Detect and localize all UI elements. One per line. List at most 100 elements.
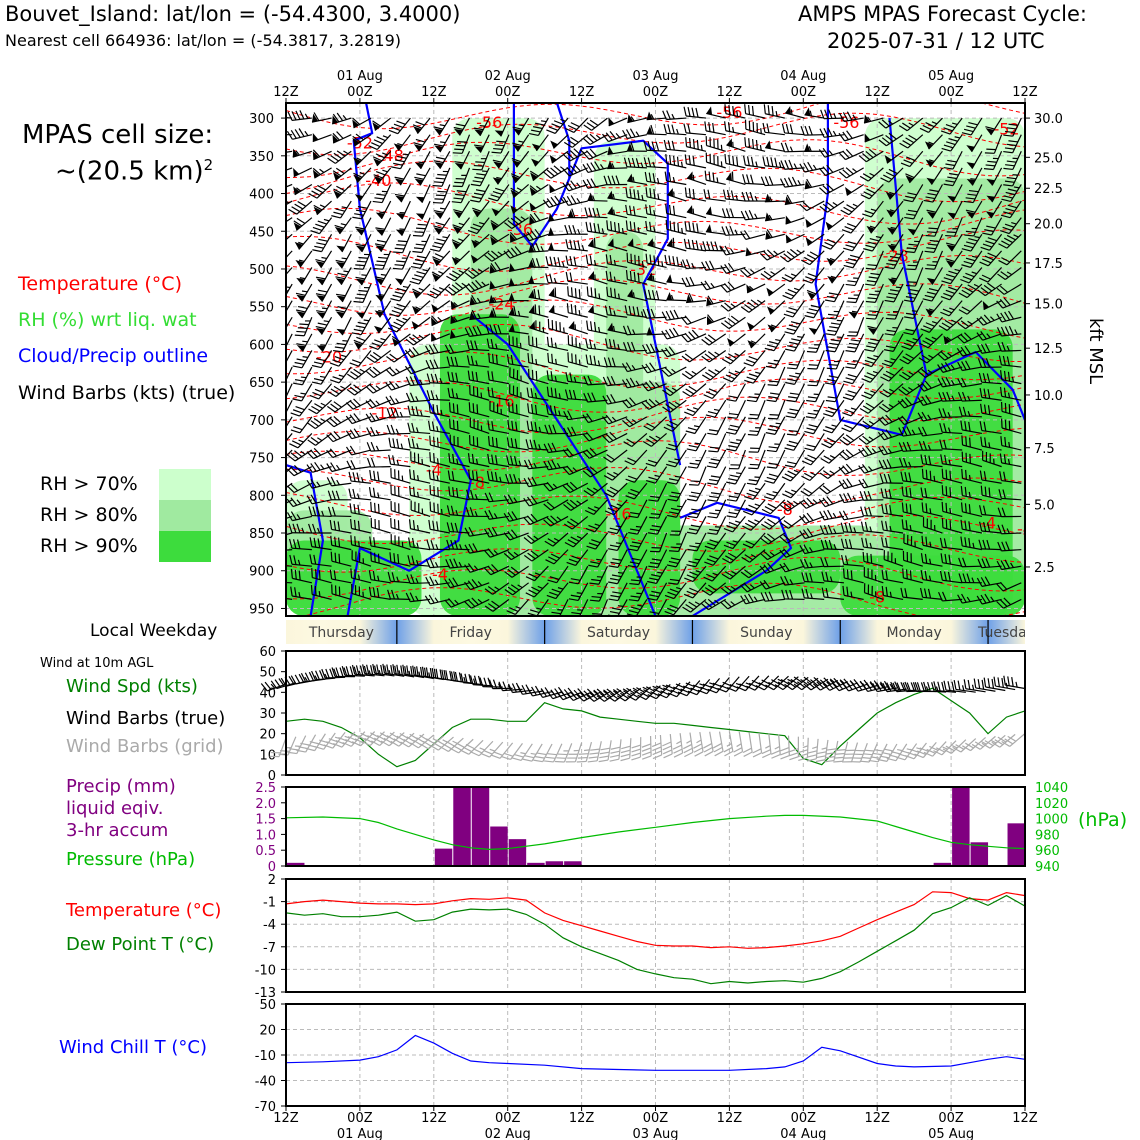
time-label-bottom: 12Z — [717, 1111, 743, 1126]
temperature-contour-label: -4 — [1017, 520, 1033, 539]
sounding-wind-barb — [724, 104, 746, 119]
sounding-wind-barb — [603, 175, 628, 186]
sounding-wind-barb — [508, 292, 529, 302]
pressure-tick-label: 850 — [249, 527, 274, 542]
sounding-wind-barb — [545, 273, 569, 285]
sounding-wind-barb — [845, 267, 865, 287]
kft-tick-label: 2.5 — [1034, 561, 1055, 576]
sounding-wind-barb — [838, 167, 864, 179]
sounding-wind-barb — [333, 333, 352, 353]
cloud-outline — [679, 501, 793, 616]
sounding-wind-barb — [293, 217, 313, 231]
pressure-tick-label: 400 — [249, 188, 274, 203]
sounding-wind-barb — [759, 249, 786, 261]
sounding-wind-barb — [838, 111, 864, 122]
sounding-wind-barb — [588, 304, 608, 318]
time-label-bottom: 00Z — [347, 1111, 373, 1126]
sounding-wind-barb — [722, 189, 746, 202]
sounding-wind-barb — [494, 117, 510, 137]
sounding-wind-barb — [454, 151, 471, 170]
date-label-bottom: 04 Aug — [780, 1127, 826, 1140]
grid-wind-barb — [742, 732, 753, 757]
time-label-bottom: 00Z — [643, 1111, 669, 1126]
sounding-wind-barb — [721, 208, 746, 219]
sounding-wind-barb — [412, 300, 431, 315]
kft-axis-title: kft MSL — [1085, 318, 1106, 385]
grid-wind-barb — [522, 743, 543, 762]
time-label-top: 12Z — [864, 85, 890, 100]
time-label-bottom: 12Z — [1012, 1111, 1038, 1126]
grid-wind-barb — [770, 734, 781, 759]
sounding-wind-barb — [781, 267, 805, 283]
time-label-bottom: 00Z — [938, 1111, 964, 1126]
sounding-wind-barb — [293, 183, 313, 196]
sounding-wind-barb — [661, 309, 687, 321]
sounding-wind-barb — [704, 121, 726, 136]
time-label-bottom: 00Z — [495, 1111, 521, 1126]
nearest-cell-subtitle: Nearest cell 664936: lat/lon = (-54.3817… — [5, 31, 401, 50]
grid-wind-barb — [533, 743, 553, 763]
kft-tick-label: 7.5 — [1034, 442, 1055, 457]
sounding-wind-barb — [724, 121, 746, 136]
legend-temperature-2m: Temperature (°C) — [66, 900, 222, 921]
sounding-wind-barb — [528, 288, 549, 302]
temperature-contour — [286, 416, 1025, 453]
sounding-wind-barb — [511, 150, 530, 168]
pressure-tick-label: 500 — [249, 263, 274, 278]
temperature-contour-label: -16 — [605, 504, 631, 523]
pressure-tick-label: 750 — [249, 452, 274, 467]
sounding-wind-barb — [394, 267, 411, 286]
sounding-wind-barb — [510, 184, 530, 199]
grid-wind-barb — [470, 740, 494, 757]
sounding-wind-barb — [562, 163, 589, 177]
sounding-wind-barb — [744, 119, 766, 136]
sounding-wind-barb — [352, 117, 372, 129]
sounding-wind-barb — [565, 271, 588, 285]
sounding-wind-barb — [335, 267, 352, 286]
sounding-wind-barb — [390, 283, 411, 302]
weekday-cell: Friday — [396, 620, 545, 644]
pressure-tick-label: 550 — [249, 301, 274, 316]
sounding-wind-barb — [431, 267, 451, 282]
sounding-wind-barb — [529, 212, 549, 225]
sounding-wind-barb — [354, 184, 372, 202]
sounding-wind-barb — [744, 104, 766, 119]
weekday-cell: Sunday — [691, 620, 841, 644]
precip-bar — [490, 826, 508, 866]
sounding-wind-barb — [1000, 217, 1022, 235]
sounding-wind-barb — [841, 217, 865, 234]
sounding-wind-barb — [470, 184, 490, 203]
sounding-wind-barb — [467, 217, 490, 235]
sounding-wind-barb — [432, 167, 451, 187]
sounding-wind-barb — [838, 148, 864, 161]
sounding-wind-barb — [286, 300, 293, 319]
temperature-tick-label: -10 — [255, 963, 276, 978]
sounding-wind-barb — [865, 250, 884, 270]
time-label-top: 00Z — [643, 85, 669, 100]
sounding-wind-barb — [858, 148, 884, 163]
pressure-tick-label: 700 — [249, 414, 274, 429]
pressure-tick-label: 900 — [249, 565, 274, 580]
sounding-wind-barb — [986, 184, 1003, 203]
sounding-wind-barb — [294, 317, 313, 337]
weekday-name: Saturday — [587, 625, 650, 641]
sounding-wind-barb — [607, 146, 628, 156]
temperature-contour — [286, 278, 1025, 316]
temperature-contour — [286, 207, 1025, 245]
sounding-wind-barb — [335, 283, 352, 303]
sounding-wind-barb — [899, 134, 924, 149]
sounding-wind-barb — [426, 283, 451, 299]
cycle-time: 2025-07-31 / 12 UTC — [827, 29, 1045, 53]
sounding-wind-barb — [331, 200, 352, 219]
sounding-wind-barb — [878, 117, 904, 129]
grid-wind-barb — [278, 736, 297, 756]
sounding-wind-barb — [315, 283, 333, 302]
sounding-wind-barb — [528, 117, 549, 137]
sounding-wind-barb — [286, 217, 293, 230]
sounding-wind-barb — [984, 134, 1003, 154]
sounding-wind-barb — [765, 229, 785, 240]
sounding-wind-barb — [452, 167, 471, 188]
sounding-wind-barb — [452, 217, 470, 234]
sounding-wind-barb — [488, 184, 510, 202]
sounding-wind-barb — [587, 192, 608, 202]
